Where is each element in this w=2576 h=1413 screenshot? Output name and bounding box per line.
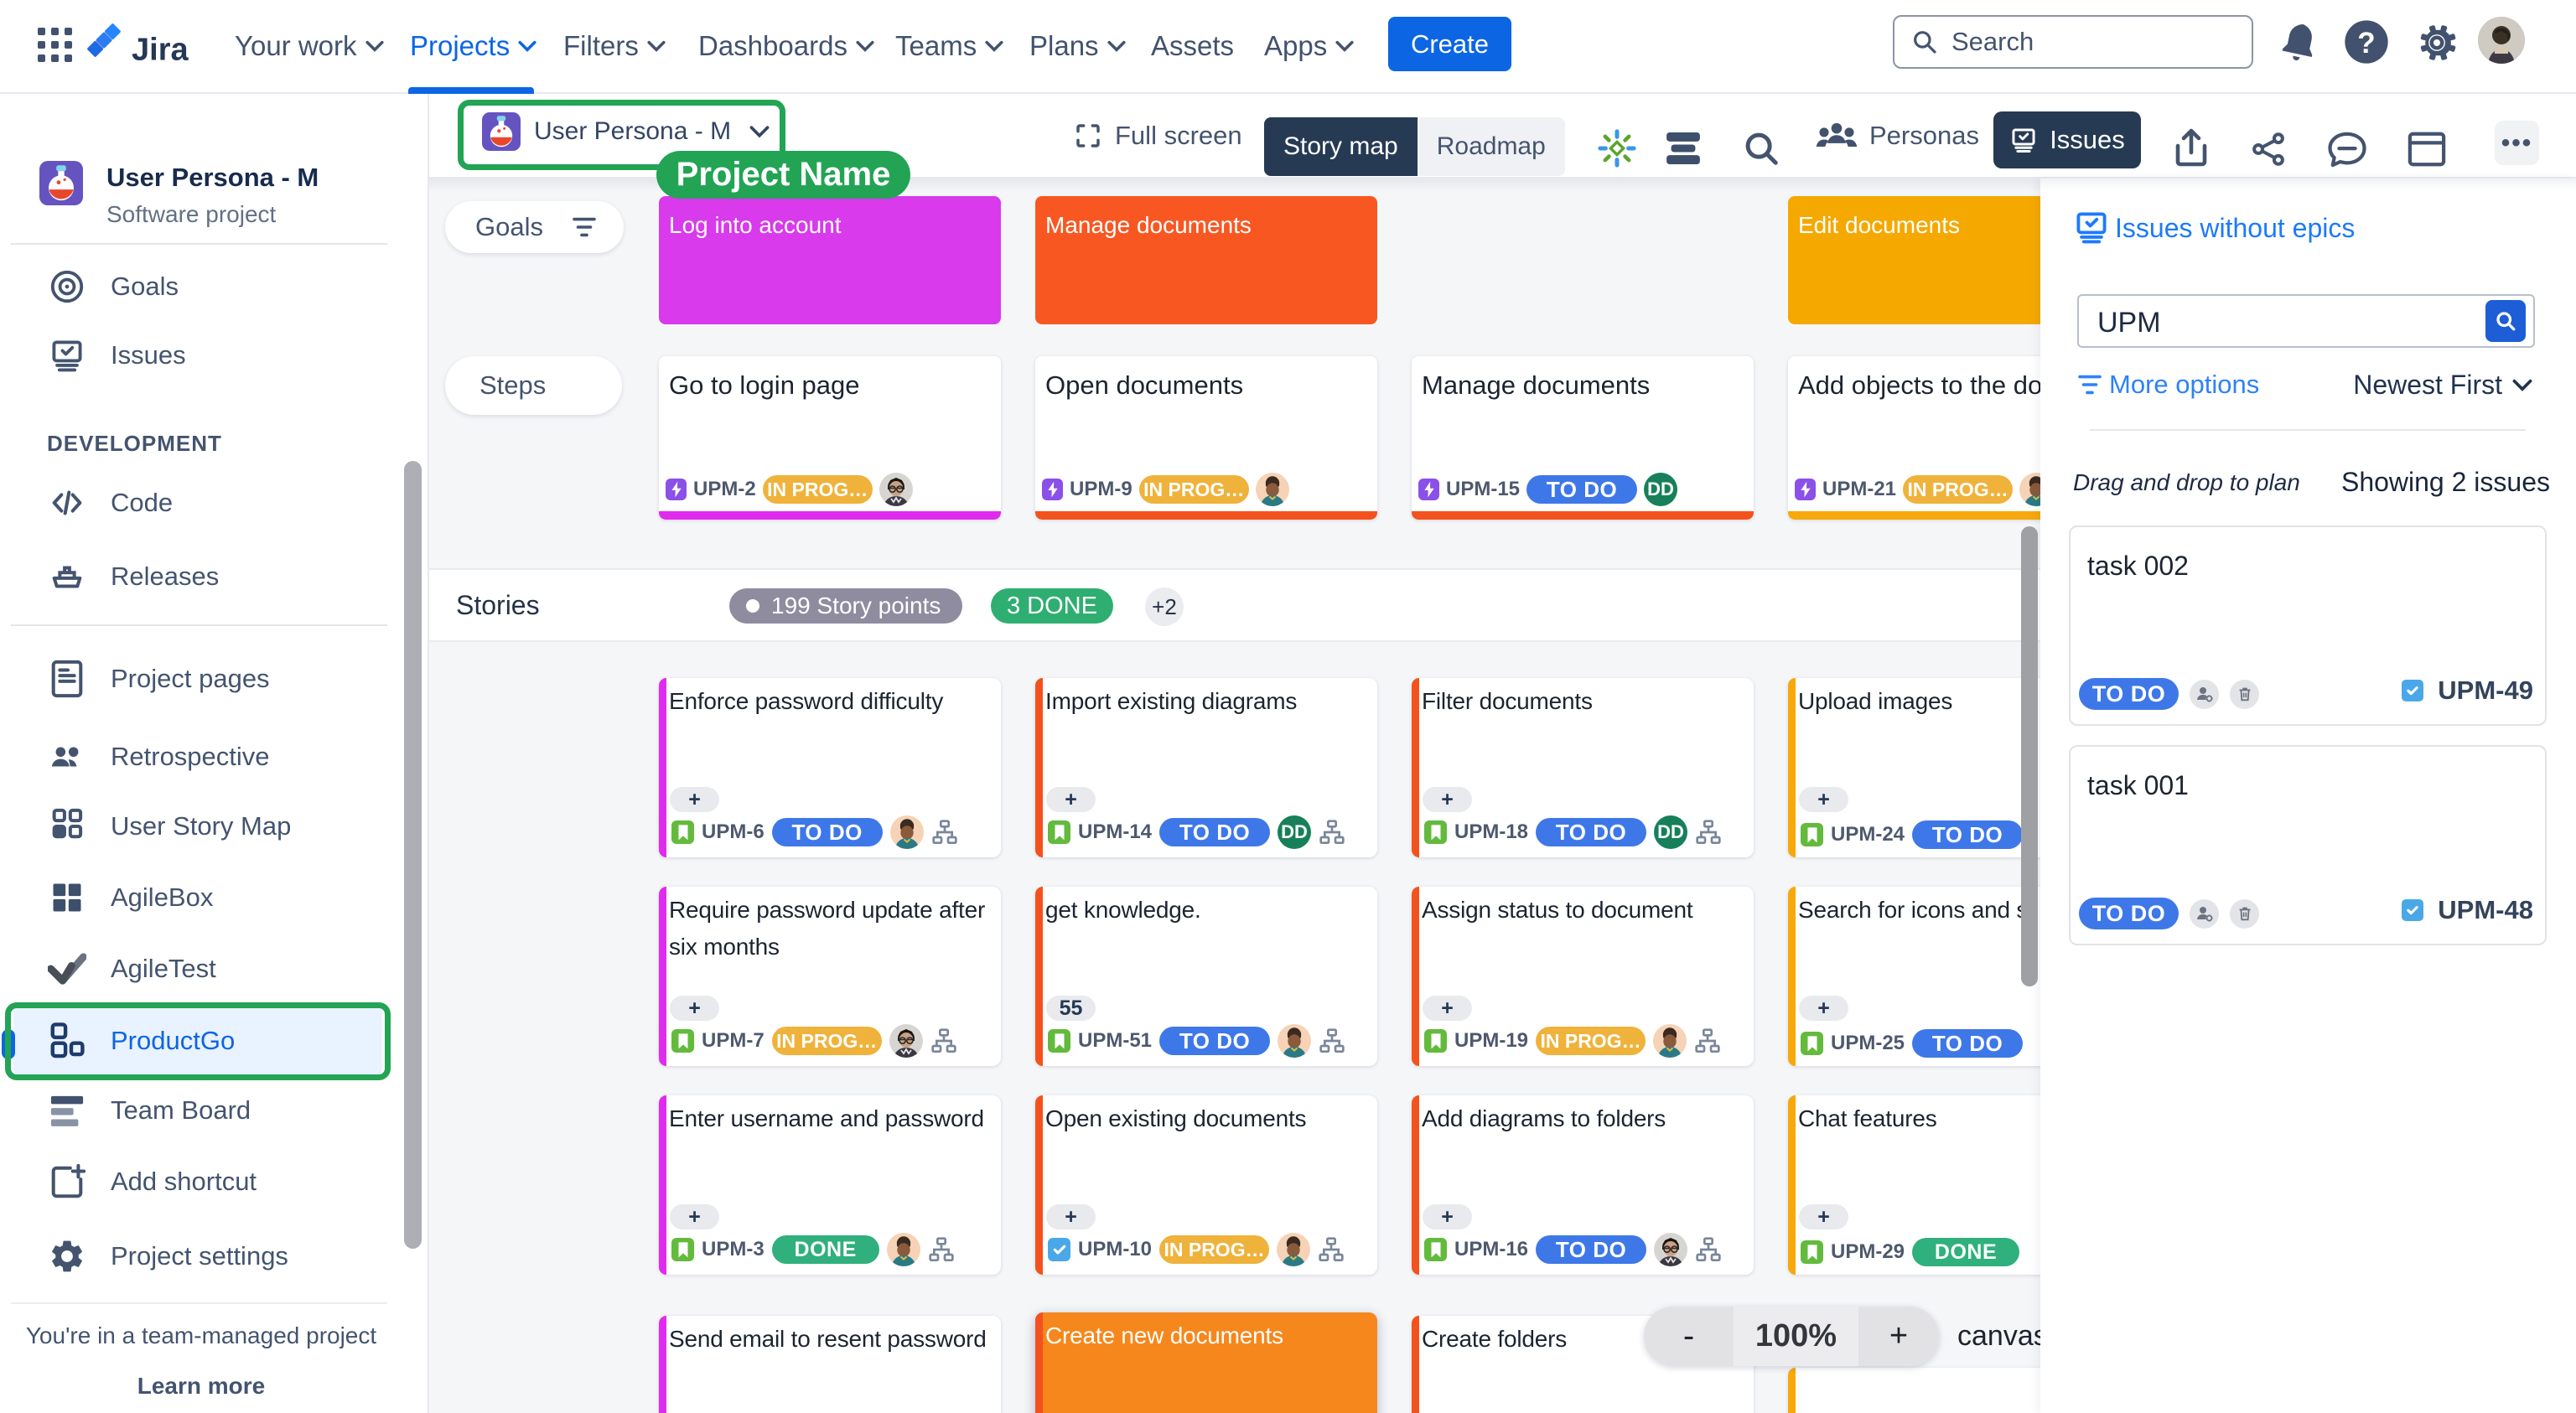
svg-text:Jira: Jira: [132, 33, 189, 68]
svg-text:?: ?: [2357, 27, 2375, 60]
